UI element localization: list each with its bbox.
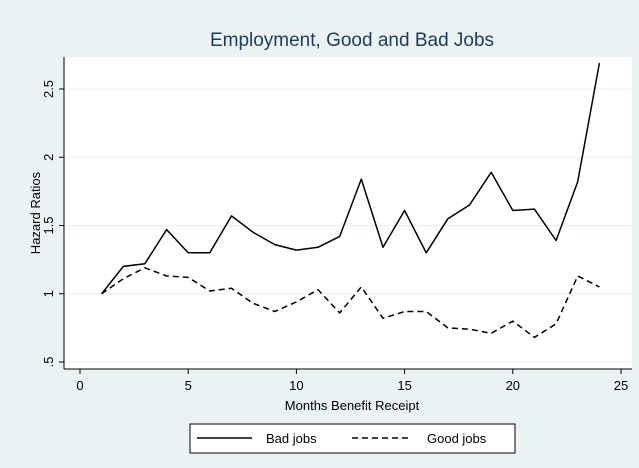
- bad-jobs-line: [101, 62, 601, 295]
- x-tick-label: 20: [506, 378, 520, 393]
- y-axis-title: Hazard Ratios: [28, 171, 43, 254]
- series-layer: [101, 62, 601, 339]
- legend-label-good-jobs: Good jobs: [427, 431, 487, 446]
- x-tick-label: 25: [614, 378, 628, 393]
- x-tick-label: 10: [289, 378, 303, 393]
- legend: Bad jobs Good jobs: [189, 423, 516, 454]
- chart-title: Employment, Good and Bad Jobs: [210, 30, 494, 51]
- x-tick-label: 5: [185, 378, 192, 393]
- y-tick-label: 2: [41, 154, 56, 161]
- y-tick-label: 1.5: [41, 216, 56, 234]
- y-tick-label: 1: [41, 290, 56, 297]
- gridlines: [64, 88, 632, 363]
- axes: .5 1 1.5 2 2.5 0 5 10 15 20 25: [41, 57, 632, 393]
- good-jobs-line: [101, 267, 600, 339]
- x-tick-label: 15: [397, 378, 411, 393]
- x-axis-title: Months Benefit Receipt: [285, 398, 420, 413]
- y-tick-label: 2.5: [41, 80, 56, 98]
- x-tick-label: 0: [76, 378, 83, 393]
- y-tick-label: .5: [41, 357, 56, 368]
- legend-label-bad-jobs: Bad jobs: [266, 431, 317, 446]
